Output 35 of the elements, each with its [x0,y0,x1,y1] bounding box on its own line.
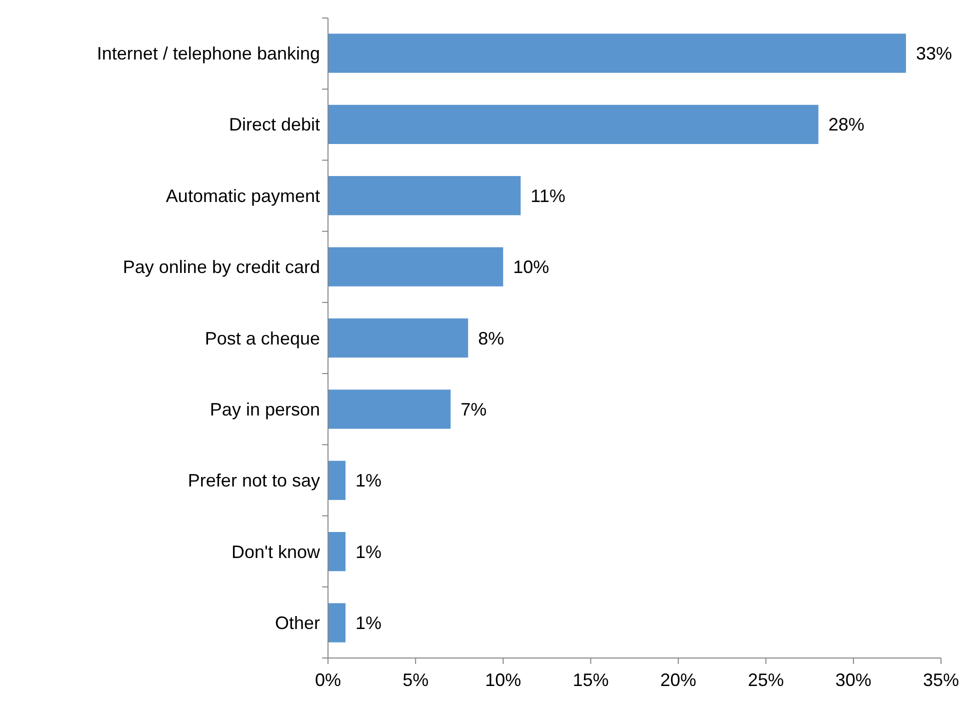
y-tick-label: Other [274,613,320,634]
bar [328,247,504,286]
bar [328,390,451,429]
bar [328,176,521,216]
y-tick-label: Pay online by credit card [122,257,320,278]
x-tick-label: 15% [572,670,609,690]
bar [328,34,906,73]
x-tick-label: 30% [835,670,872,690]
x-tick-label: 5% [402,670,429,690]
bar [328,532,346,572]
y-tick-label: Internet / telephone banking [96,44,320,64]
data-label: 7% [460,399,487,420]
data-label: 1% [356,470,382,491]
y-tick-label: Prefer not to say [188,470,320,491]
x-tick-label: 35% [922,670,960,690]
y-tick-label: Pay in person [210,399,320,420]
y-tick-label: Direct debit [228,114,320,135]
bar [328,104,818,144]
data-label: 1% [356,542,382,562]
bar [328,318,468,358]
data-label: 33% [916,44,952,64]
x-tick-label: 10% [485,670,522,690]
y-tick-label: Don't know [232,542,321,562]
x-tick-label: 0% [314,670,342,690]
data-label: 10% [513,257,550,278]
data-label: 1% [356,613,382,634]
y-tick-label: Automatic payment [166,186,320,206]
x-tick-label: 20% [660,670,696,690]
x-tick-label: 25% [748,670,784,690]
data-label: 11% [530,186,566,206]
data-label: 8% [478,328,504,348]
y-tick-label: Post a cheque [204,328,320,348]
bar [328,603,346,642]
data-label: 28% [828,114,864,135]
bar [328,460,346,500]
